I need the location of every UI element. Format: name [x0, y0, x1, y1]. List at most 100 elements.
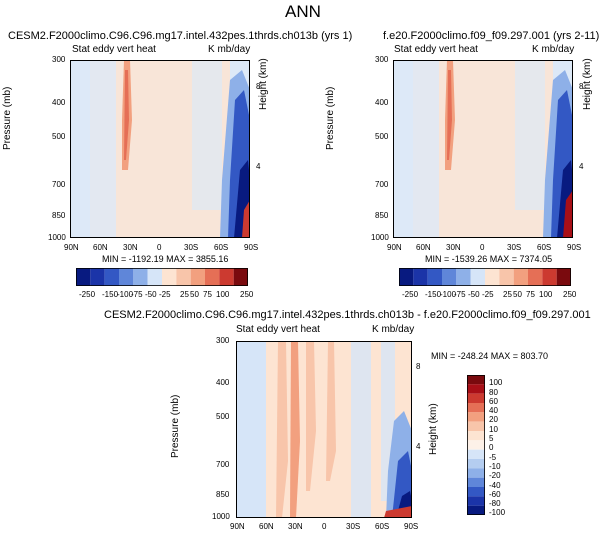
tick-label: 850: [52, 211, 66, 220]
tick-label: 30N: [288, 522, 303, 531]
colorbar: [76, 268, 248, 286]
colorbar-label: 60: [489, 397, 498, 406]
tick-label: 30N: [446, 243, 461, 252]
tick-label: 700: [52, 180, 66, 189]
colorbar-label: 0: [489, 443, 494, 452]
colorbar-label: 100: [539, 290, 553, 299]
tick-label: 60N: [93, 243, 108, 252]
contour-positive-region: [563, 190, 573, 238]
colorbar-label: 100: [216, 290, 230, 299]
tick-label: 60N: [416, 243, 431, 252]
contour-positive-ridge: [124, 70, 129, 160]
contour-negative-region: [236, 341, 266, 518]
colorbar-label: -75: [454, 290, 466, 299]
tick-label: 1000: [48, 233, 66, 242]
panel-title: CESM2.F2000climo.C96.C96.mg17.intel.432p…: [8, 30, 353, 42]
heatmap-plot: [70, 60, 250, 238]
tick-label: 300: [216, 336, 230, 345]
panel-subtitle-left: Stat eddy vert heat: [394, 44, 478, 55]
colorbar-label: -40: [489, 481, 501, 490]
colorbar-label: 5: [489, 434, 494, 443]
min-max-stats: MIN = -1192.19 MAX = 3855.16: [102, 254, 229, 264]
contour-neutral-strip: [399, 60, 439, 238]
colorbar-label: -150: [102, 290, 119, 299]
contour-positive-ridge: [447, 70, 452, 160]
colorbar-label: 75: [526, 290, 535, 299]
y-axis-label: Pressure (mb): [170, 394, 181, 458]
tick-label: 30N: [123, 243, 138, 252]
contour-positive-region: [242, 200, 250, 238]
tick-label: 400: [52, 98, 66, 107]
tick-label: 400: [216, 378, 230, 387]
colorbar-label: -25: [159, 290, 171, 299]
colorbar-label: -80: [489, 499, 501, 508]
colorbar-label: -250: [79, 290, 96, 299]
contour-neutral-strip: [192, 60, 222, 210]
tick-label: 60S: [537, 243, 552, 252]
page-title: ANN: [285, 2, 321, 21]
tick-label: 300: [52, 55, 66, 64]
colorbar-label: 40: [489, 406, 498, 415]
tick-label: 300: [375, 55, 389, 64]
contour-positive-band: [326, 341, 336, 481]
heatmap-plot: [393, 60, 573, 238]
colorbar-label: 100: [489, 378, 503, 387]
colorbar-label: -150: [425, 290, 442, 299]
tick-label: 500: [216, 412, 230, 421]
colorbar-label: -75: [131, 290, 143, 299]
plot-frame: [70, 60, 250, 238]
colorbar-label: -100: [117, 290, 134, 299]
tick-label: 8: [416, 362, 421, 371]
tick-label: 4: [256, 162, 261, 171]
colorbar-label: -50: [468, 290, 480, 299]
colorbar-label: -5: [489, 453, 497, 462]
panel-subtitle-left: Stat eddy vert heat: [236, 324, 320, 335]
plot-frame: [393, 60, 573, 238]
tick-label: 850: [375, 211, 389, 220]
tick-label: 8: [579, 82, 584, 91]
y-axis-label: Pressure (mb): [2, 86, 13, 150]
tick-label: 90S: [404, 522, 419, 531]
contour-negative-region: [351, 341, 371, 518]
colorbar-label: 50: [513, 290, 522, 299]
colorbar-label: 10: [489, 425, 498, 434]
colorbar-label: 250: [563, 290, 577, 299]
tick-label: 8: [256, 82, 261, 91]
tick-label: 400: [375, 98, 389, 107]
tick-label: 0: [157, 243, 162, 252]
colorbar-label: -25: [482, 290, 494, 299]
colorbar-label: -100: [489, 508, 506, 517]
colorbar-label: -20: [489, 471, 501, 480]
tick-label: 30S: [184, 243, 199, 252]
panel-title: CESM2.F2000climo.C96.C96.mg17.intel.432p…: [104, 309, 591, 321]
colorbar-label: -250: [402, 290, 419, 299]
tick-label: 90N: [64, 243, 79, 252]
colorbar-label: 250: [240, 290, 254, 299]
contour-positive-band: [276, 341, 288, 518]
colorbar-label: -100: [440, 290, 457, 299]
colorbar-label: 80: [489, 388, 498, 397]
y-axis-label: Pressure (mb): [325, 86, 336, 150]
panel-subtitle-left: Stat eddy vert heat: [72, 44, 156, 55]
tick-label: 1000: [371, 233, 389, 242]
colorbar-label: -60: [489, 490, 501, 499]
tick-label: 90S: [244, 243, 259, 252]
min-max-stats: MIN = -1539.26 MAX = 7374.05: [425, 254, 553, 264]
tick-label: 60N: [259, 522, 274, 531]
panel-subtitle-right: K mb/day: [532, 44, 575, 55]
colorbar-label: -50: [145, 290, 157, 299]
tick-label: 90N: [230, 522, 245, 531]
y2-axis-label: Height (km): [428, 403, 439, 455]
min-max-stats: MIN = -248.24 MAX = 803.70: [431, 351, 549, 361]
tick-label: 500: [52, 132, 66, 141]
contour-positive-region: [384, 506, 412, 518]
colorbar-label: 20: [489, 415, 498, 424]
tick-label: 700: [375, 180, 389, 189]
panel-title: f.e20.F2000climo.f09_f09.297.001 (yrs 2-…: [383, 30, 600, 42]
tick-label: 500: [375, 132, 389, 141]
tick-label: 1000: [212, 512, 230, 521]
heatmap-plot: [236, 341, 412, 518]
tick-label: 30S: [346, 522, 361, 531]
contour-neutral-strip: [76, 60, 116, 238]
tick-label: 4: [579, 162, 584, 171]
